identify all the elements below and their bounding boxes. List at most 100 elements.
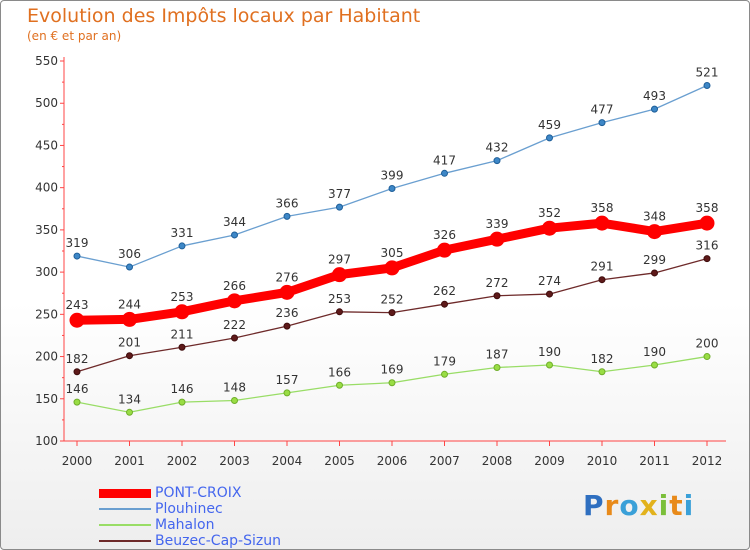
data-point-beuzec-cap-sizun [598, 276, 606, 284]
legend-swatch [99, 524, 151, 526]
data-point-plouhinec [703, 81, 711, 89]
legend-label: PONT-CROIX [155, 485, 242, 501]
data-point-pont-croix [542, 220, 557, 236]
data-label-beuzec-cap-sizun: 211 [171, 327, 194, 341]
x-tick-label: 2011 [639, 454, 670, 468]
data-label-pont-croix: 358 [696, 201, 719, 215]
data-point-pont-croix [122, 311, 137, 327]
data-label-pont-croix: 297 [328, 253, 351, 267]
data-label-pont-croix: 266 [223, 279, 246, 293]
data-point-mahalon [651, 361, 658, 369]
data-point-beuzec-cap-sizun [388, 309, 396, 317]
x-tick-label: 2000 [62, 454, 93, 468]
data-label-pont-croix: 253 [171, 290, 194, 304]
data-point-beuzec-cap-sizun [231, 334, 238, 342]
legend-swatch [99, 540, 151, 542]
data-point-beuzec-cap-sizun [336, 308, 343, 316]
data-label-mahalon: 187 [486, 348, 509, 362]
data-label-mahalon: 134 [118, 392, 141, 406]
data-point-beuzec-cap-sizun [703, 255, 711, 263]
data-label-beuzec-cap-sizun: 222 [223, 318, 246, 332]
x-tick-label: 2002 [167, 454, 198, 468]
data-point-plouhinec [546, 134, 553, 142]
y-tick-label: 500 [35, 96, 58, 110]
legend-item-mahalon: Mahalon [99, 517, 281, 533]
x-tick-label: 2001 [114, 454, 145, 468]
data-label-pont-croix: 358 [591, 201, 614, 215]
data-point-plouhinec [126, 263, 133, 271]
x-tick-label: 2004 [272, 454, 303, 468]
logo-letter: i [658, 489, 670, 522]
legend-label: Beuzec-Cap-Sizun [155, 533, 281, 549]
data-point-pont-croix [227, 293, 242, 309]
logo-letter: o [619, 489, 640, 522]
data-point-pont-croix [332, 267, 347, 283]
data-point-mahalon [388, 379, 396, 387]
data-label-beuzec-cap-sizun: 236 [276, 306, 299, 320]
y-tick-label: 250 [35, 307, 58, 321]
data-label-mahalon: 166 [328, 365, 351, 379]
data-label-beuzec-cap-sizun: 201 [118, 336, 141, 350]
data-point-pont-croix [647, 224, 662, 240]
data-point-pont-croix [69, 312, 85, 328]
data-point-pont-croix [437, 242, 452, 258]
legend: PONT-CROIX Plouhinec Mahalon Beuzec-Cap-Siz… [99, 485, 281, 549]
logo-letter: x [639, 489, 659, 522]
data-label-plouhinec: 493 [643, 89, 666, 103]
legend-item-plouhinec: Plouhinec [99, 501, 281, 517]
chart-title: Evolution des Impôts locaux par Habitant [27, 5, 421, 27]
data-label-plouhinec: 432 [486, 141, 509, 155]
data-label-pont-croix: 326 [433, 228, 456, 242]
data-label-beuzec-cap-sizun: 253 [328, 292, 351, 306]
x-tick-label: 2006 [377, 454, 408, 468]
x-tick-label: 2010 [587, 454, 618, 468]
data-label-plouhinec: 366 [276, 196, 299, 210]
data-label-mahalon: 146 [66, 382, 89, 396]
data-point-plouhinec [441, 169, 448, 177]
data-point-pont-croix [384, 260, 400, 276]
x-tick-label: 2008 [482, 454, 513, 468]
data-label-mahalon: 169 [381, 363, 404, 377]
x-tick-label: 2007 [429, 454, 460, 468]
data-label-mahalon: 148 [223, 380, 246, 394]
x-tick-label: 2009 [534, 454, 565, 468]
data-label-plouhinec: 459 [538, 118, 561, 132]
data-label-pont-croix: 352 [538, 206, 561, 220]
data-point-pont-croix [489, 231, 505, 247]
data-label-mahalon: 157 [276, 373, 299, 387]
data-label-beuzec-cap-sizun: 262 [433, 284, 456, 298]
data-label-pont-croix: 339 [486, 217, 509, 231]
data-point-pont-croix [699, 215, 715, 231]
data-label-mahalon: 200 [696, 337, 719, 351]
data-point-plouhinec [283, 212, 291, 220]
data-label-beuzec-cap-sizun: 272 [486, 276, 509, 290]
data-point-pont-croix [594, 215, 610, 231]
data-label-pont-croix: 243 [66, 298, 89, 312]
data-point-beuzec-cap-sizun [493, 292, 501, 300]
y-tick-label: 200 [35, 350, 58, 364]
data-point-mahalon [336, 381, 343, 389]
proxiti-logo: Proxiti [583, 489, 694, 522]
data-point-pont-croix [279, 284, 295, 300]
data-point-plouhinec [73, 252, 81, 260]
legend-item-beuzec-cap-sizun: Beuzec-Cap-Sizun [99, 533, 281, 549]
data-point-plouhinec [336, 203, 343, 211]
data-label-mahalon: 190 [538, 345, 561, 359]
y-tick-label: 450 [35, 138, 58, 152]
y-tick-label: 400 [35, 181, 58, 195]
y-tick-label: 150 [35, 392, 58, 406]
data-point-plouhinec [598, 119, 606, 127]
data-point-mahalon [283, 389, 291, 397]
x-tick-label: 2005 [324, 454, 355, 468]
legend-item-pont-croix: PONT-CROIX [99, 485, 281, 501]
data-label-plouhinec: 477 [591, 103, 614, 117]
legend-label: Plouhinec [155, 501, 223, 517]
data-label-beuzec-cap-sizun: 252 [381, 293, 404, 307]
data-label-plouhinec: 417 [433, 153, 456, 167]
logo-letter: i [683, 489, 695, 522]
y-tick-label: 550 [35, 54, 58, 68]
legend-label: Mahalon [155, 517, 215, 533]
data-point-mahalon [73, 398, 81, 406]
data-label-beuzec-cap-sizun: 316 [696, 239, 719, 253]
data-point-beuzec-cap-sizun [651, 269, 658, 277]
